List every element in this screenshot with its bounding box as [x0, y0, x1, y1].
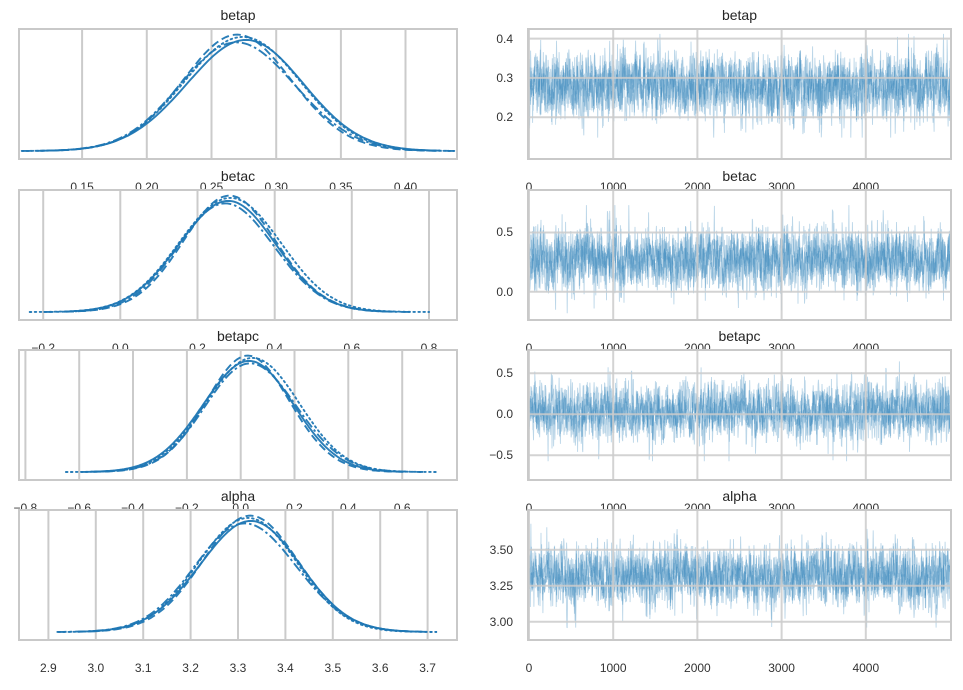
y-tick-label: 0.5 — [496, 366, 513, 381]
trace-line-chain-0 — [529, 205, 950, 311]
x-tick-label: 2000 — [684, 661, 711, 675]
density-plot-betap — [18, 28, 458, 160]
y-tick-label: 3.25 — [489, 578, 513, 593]
trace-line-chain-0 — [529, 529, 950, 629]
plot-title: alpha — [722, 488, 757, 504]
trace-plot-canvas — [529, 511, 950, 639]
trace-line-chain-1 — [529, 361, 950, 462]
trace-line-chain-0 — [529, 33, 950, 138]
density-curve-chain-0 — [85, 519, 413, 633]
density-curve-chain-3 — [64, 356, 439, 473]
trace-line-chain-3 — [529, 367, 950, 462]
plot-title: alpha — [220, 488, 256, 504]
trace-line-chain-2 — [529, 208, 950, 314]
y-tick-label: 3.00 — [489, 614, 513, 629]
density-curve-chain-0 — [64, 199, 388, 313]
y-tick-label: 0.3 — [496, 70, 513, 85]
density-curve-chain-1 — [66, 194, 394, 313]
x-tick-label: 3.0 — [87, 661, 105, 675]
y-tick-label: 0.0 — [496, 284, 513, 299]
density-curve-chain-2 — [43, 202, 412, 313]
trace-line-chain-0 — [529, 370, 950, 462]
x-tick-label: 3.6 — [371, 661, 389, 675]
density-plot-canvas — [47, 511, 438, 639]
x-tick-labels: 0 1000 2000 3000 4000 — [0, 662, 963, 677]
x-tick-label: 0 — [525, 341, 533, 355]
trace-plot-betac — [527, 189, 952, 321]
y-tick-label: 0.0 — [496, 407, 513, 422]
y-tick-label: −0.5 — [489, 448, 513, 463]
trace-line-chain-1 — [529, 523, 950, 621]
density-curve-chain-3 — [28, 196, 431, 313]
trace-line-chain-2 — [529, 367, 950, 462]
y-tick-label: 3.50 — [489, 542, 513, 557]
density-curve-chain-3 — [57, 516, 437, 633]
x-tick-label: 3.3 — [229, 661, 247, 675]
density-curve-chain-1 — [92, 354, 404, 473]
x-tick-label: 3.1 — [134, 661, 152, 675]
x-tick-label: 3.2 — [182, 661, 199, 675]
trace-plot-canvas — [529, 30, 950, 158]
density-curve-chain-0 — [90, 359, 404, 473]
plot-title: betap — [721, 7, 758, 23]
trace-line-chain-1 — [529, 205, 950, 309]
plot-title: betap — [220, 7, 256, 23]
x-tick-label: 1000 — [599, 661, 627, 675]
trace-line-chain-3 — [529, 36, 950, 138]
density-curve-chain-1 — [37, 33, 438, 152]
density-plot-canvas — [28, 191, 431, 319]
x-tick-label: 2.9 — [40, 661, 57, 675]
y-tick-label: 0.4 — [496, 31, 513, 46]
trace-plot-betapc — [527, 349, 952, 481]
trace-plot-alpha — [527, 509, 952, 641]
density-curve-chain-0 — [47, 38, 440, 152]
trace-line-chain-2 — [529, 33, 950, 138]
trace-line-chain-3 — [529, 205, 950, 304]
trace-plot-betap — [527, 28, 952, 160]
x-tick-label: 3000 — [768, 661, 795, 675]
density-curve-chain-3 — [20, 35, 456, 152]
x-tick-label: 3.5 — [324, 661, 342, 675]
density-curve-chain-1 — [77, 514, 424, 633]
density-plot-betapc — [18, 349, 458, 481]
density-curve-chain-2 — [21, 41, 455, 152]
x-tick-label: 0 — [525, 661, 533, 675]
density-plot-betac — [18, 189, 458, 321]
x-tick-label: 3.4 — [277, 661, 294, 675]
trace-line-chain-3 — [529, 527, 950, 620]
x-tick-label: 3.7 — [419, 661, 436, 675]
trace-plot-canvas — [529, 191, 950, 319]
plot-title: betapc — [216, 328, 260, 344]
plot-title: betapc — [718, 328, 761, 344]
trace-plot-canvas — [529, 351, 950, 479]
density-plot-canvas — [24, 351, 439, 479]
density-plot-alpha — [18, 509, 458, 641]
x-tick-label: 0 — [525, 501, 533, 515]
plot-title: betac — [722, 168, 757, 184]
density-plot-canvas — [20, 30, 456, 158]
x-tick-label: 4000 — [852, 661, 880, 675]
x-tick-labels: 2.9 3.0 3.1 3.2 3.3 3.4 3.5 3.6 3.7 — [0, 662, 963, 677]
plot-title: betac — [220, 168, 256, 184]
x-tick-label: 0 — [525, 180, 533, 194]
y-tick-label: 0.2 — [496, 110, 513, 125]
y-tick-label: 0.5 — [496, 225, 513, 240]
